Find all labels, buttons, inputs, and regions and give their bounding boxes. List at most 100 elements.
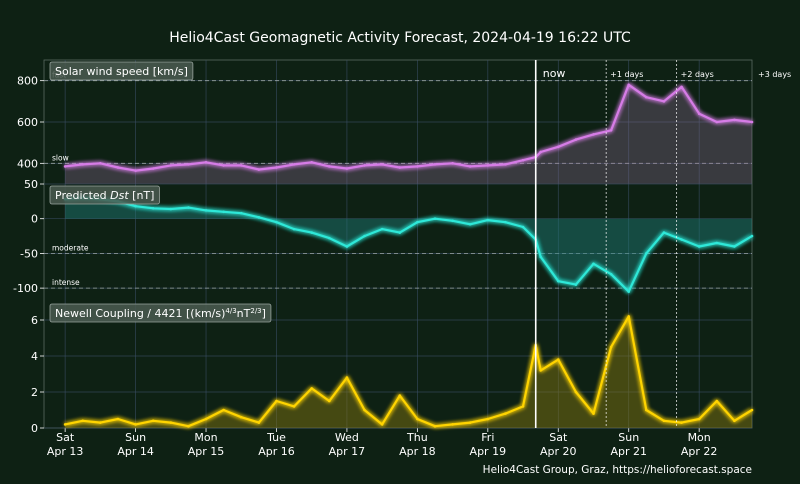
data-point	[116, 417, 120, 421]
data-point	[451, 423, 454, 426]
y-tick-label: 600	[17, 116, 38, 129]
data-point	[592, 262, 595, 266]
data-point	[574, 138, 578, 141]
data-point	[627, 83, 631, 87]
data-point	[222, 408, 225, 412]
x-tick-weekday: Sat	[549, 431, 568, 444]
panel-title-box	[49, 61, 194, 81]
data-point	[451, 162, 454, 165]
data-point	[715, 241, 719, 245]
data-point	[310, 231, 314, 234]
data-point	[680, 238, 683, 241]
data-point	[151, 419, 155, 423]
data-point	[416, 165, 419, 168]
x-tick-weekday: Mon	[194, 431, 217, 444]
x-tick-weekday: Wed	[335, 431, 359, 444]
data-point	[521, 158, 525, 162]
data-point	[486, 218, 490, 222]
data-point	[292, 163, 296, 166]
y-tick-label: 6	[31, 314, 38, 327]
data-point	[556, 279, 560, 283]
data-point	[645, 95, 648, 99]
data-point	[574, 283, 578, 286]
data-point	[275, 220, 278, 224]
data-point	[733, 118, 736, 122]
panel-title: Newell Coupling / 4421 [(km/s)4/3nT2/3]	[49, 303, 272, 323]
data-point	[187, 206, 190, 209]
reference-label: slow	[52, 153, 69, 162]
footer-credit: Helio4Cast Group, Graz, https://heliofor…	[482, 464, 752, 476]
data-point	[468, 421, 472, 424]
data-point	[363, 164, 366, 167]
data-point	[662, 100, 666, 103]
data-point	[134, 169, 137, 172]
x-tick-weekday: Mon	[688, 431, 711, 444]
data-point	[556, 358, 560, 361]
data-point	[715, 399, 719, 403]
panel-title: Solar wind speed [km/s]	[49, 61, 194, 81]
forecast-day-label: +2 days	[681, 70, 714, 79]
data-point	[416, 220, 419, 224]
panel-title-text: Predicted Dst [nT]	[55, 189, 154, 202]
data-point	[99, 421, 102, 424]
y-tick-label: -50	[20, 247, 38, 260]
series-fill	[65, 84, 752, 184]
data-point	[539, 150, 542, 154]
x-tick-weekday: Sat	[56, 431, 75, 444]
y-tick-label: 50	[24, 178, 38, 191]
data-point	[556, 145, 560, 149]
data-point	[292, 227, 296, 231]
data-point	[715, 120, 719, 124]
data-point	[363, 234, 366, 238]
data-point	[169, 207, 173, 211]
data-point	[310, 161, 314, 164]
x-tick-weekday: Thu	[406, 431, 428, 444]
data-point	[380, 163, 384, 166]
data-point	[204, 417, 208, 421]
x-tick-date: Apr 21	[610, 445, 647, 458]
panel-title-box	[49, 185, 160, 205]
data-point	[627, 315, 631, 318]
data-point	[433, 163, 437, 166]
data-point	[310, 387, 314, 390]
x-tick-date: Apr 15	[188, 445, 225, 458]
data-point	[116, 166, 120, 169]
y-tick-label: 800	[17, 75, 38, 88]
data-point	[750, 234, 754, 238]
panel-title: Predicted Dst [nT]	[49, 185, 160, 205]
y-tick-label: 2	[31, 386, 38, 399]
x-tick-date: Apr 14	[117, 445, 154, 458]
data-point	[275, 166, 278, 169]
data-point	[592, 412, 595, 415]
data-point	[187, 163, 190, 166]
data-point	[539, 255, 542, 259]
data-point	[380, 423, 384, 426]
x-tick-date: Apr 19	[470, 445, 507, 458]
data-point	[380, 227, 384, 231]
x-tick-date: Apr 22	[681, 445, 718, 458]
x-tick-date: Apr 13	[47, 445, 84, 458]
data-point	[468, 165, 472, 168]
data-point	[504, 412, 507, 415]
y-tick-label: -100	[13, 282, 38, 295]
data-point	[416, 417, 419, 421]
data-point	[81, 419, 85, 423]
data-point	[451, 219, 454, 223]
forecast-day-label: +1 days	[610, 70, 643, 79]
data-point	[680, 421, 683, 424]
data-point	[151, 206, 155, 210]
y-tick-label: 4	[31, 350, 38, 363]
data-point	[257, 168, 261, 171]
data-point	[733, 419, 736, 423]
data-point	[99, 162, 102, 165]
data-point	[697, 112, 701, 116]
x-tick-date: Apr 18	[399, 445, 436, 458]
data-point	[134, 423, 137, 426]
x-tick-date: Apr 16	[258, 445, 295, 458]
panel-title-text: Solar wind speed [km/s]	[55, 65, 188, 78]
data-point	[433, 217, 437, 221]
data-point	[239, 415, 243, 419]
data-point	[345, 167, 349, 170]
y-tick-label: 0	[31, 422, 38, 435]
